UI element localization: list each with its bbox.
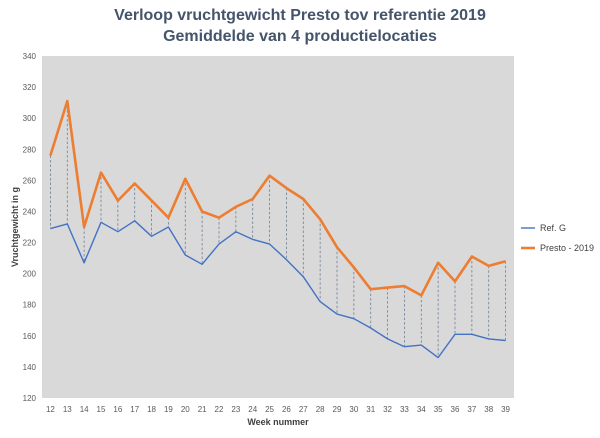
y-tick-label: 120 — [23, 394, 37, 403]
y-tick-label: 280 — [23, 145, 37, 154]
x-tick-label: 33 — [400, 405, 409, 414]
x-tick-label: 35 — [434, 405, 443, 414]
x-tick-label: 25 — [265, 405, 274, 414]
y-tick-label: 220 — [23, 239, 37, 248]
y-tick-label: 300 — [23, 114, 37, 123]
x-tick-label: 32 — [383, 405, 392, 414]
chart-subtitle: Gemiddelde van 4 productielocaties — [163, 28, 437, 45]
x-tick-label: 36 — [451, 405, 460, 414]
x-tick-label: 15 — [97, 405, 106, 414]
y-tick-label: 200 — [23, 270, 37, 279]
x-tick-label: 16 — [113, 405, 122, 414]
x-axis-label: Week nummer — [247, 417, 309, 427]
legend-label: Presto - 2019 — [540, 243, 594, 253]
x-tick-label: 24 — [248, 405, 257, 414]
x-tick-label: 23 — [231, 405, 240, 414]
series-line-presto-2019 — [49, 99, 506, 297]
x-tick-label: 14 — [80, 405, 89, 414]
x-tick-label: 13 — [63, 405, 72, 414]
x-tick-label: 27 — [299, 405, 308, 414]
x-tick-label: 30 — [349, 405, 358, 414]
x-tick-label: 26 — [282, 405, 291, 414]
y-tick-label: 260 — [23, 176, 37, 185]
y-tick-label: 320 — [23, 83, 37, 92]
plot-area — [42, 56, 514, 398]
y-axis-label: Vruchtgewicht in g — [10, 187, 20, 267]
x-tick-label: 37 — [467, 405, 476, 414]
x-tick-label: 12 — [46, 405, 55, 414]
chart-title: Verloop vruchtgewicht Presto tov referen… — [114, 7, 486, 24]
y-tick-label: 180 — [23, 301, 37, 310]
x-tick-label: 18 — [147, 405, 156, 414]
x-tick-label: 38 — [484, 405, 493, 414]
x-tick-label: 22 — [215, 405, 224, 414]
x-tick-label: 39 — [501, 405, 510, 414]
y-tick-label: 160 — [23, 332, 37, 341]
x-tick-label: 34 — [417, 405, 426, 414]
x-tick-label: 31 — [366, 405, 375, 414]
x-tick-label: 28 — [316, 405, 325, 414]
x-tick-label: 20 — [181, 405, 190, 414]
y-tick-label: 340 — [23, 52, 37, 61]
x-tick-label: 21 — [198, 405, 207, 414]
legend: Ref. G Presto - 2019 — [521, 223, 594, 253]
x-tick-label: 19 — [164, 405, 173, 414]
x-tick-label: 29 — [333, 405, 342, 414]
y-tick-label: 140 — [23, 363, 37, 372]
series-line-ref-g — [50, 220, 506, 359]
legend-label: Ref. G — [540, 223, 566, 233]
x-tick-label: 17 — [130, 405, 139, 414]
y-tick-label: 240 — [23, 207, 37, 216]
